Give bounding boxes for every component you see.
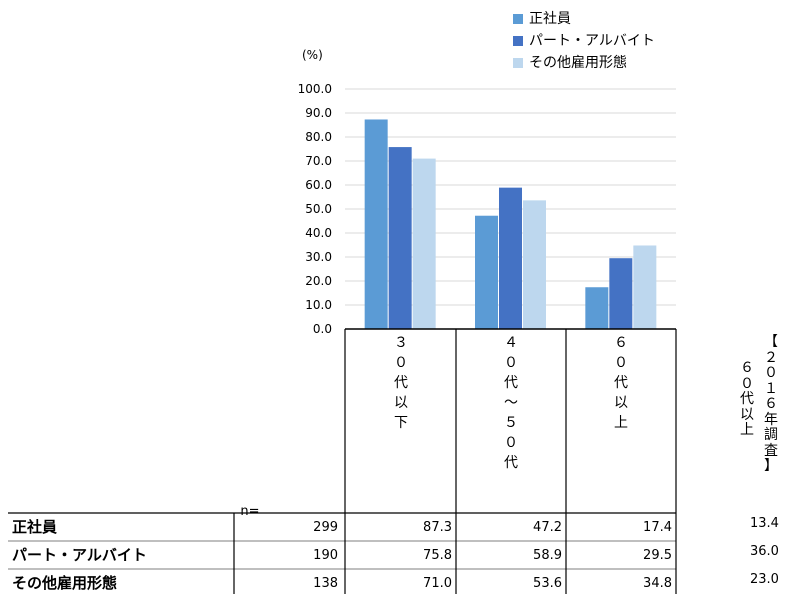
vertical-char: 【 <box>764 334 778 350</box>
vertical-char: １ <box>764 380 778 397</box>
vertical-char: ０ <box>740 375 754 392</box>
y-tick-label: 0.0 <box>313 322 332 336</box>
vertical-char: 】 <box>764 458 778 474</box>
x-category-label: 以 <box>394 395 408 411</box>
legend-swatch-other <box>513 58 523 68</box>
bar <box>585 287 609 329</box>
table-cell-value: 53.6 <box>533 576 562 591</box>
table-cell-value: 87.3 <box>423 520 452 535</box>
table-cell-value: 34.8 <box>643 576 672 591</box>
survey-2016-value: 36.0 <box>750 544 779 559</box>
table-cell-value: 58.9 <box>533 548 562 563</box>
vertical-char: 以 <box>740 406 754 423</box>
table-cell-value: 29.5 <box>643 548 672 563</box>
legend-label-part: パート・アルバイト <box>529 33 655 49</box>
x-category-label: ～ <box>504 395 518 411</box>
bar <box>523 200 546 329</box>
bar <box>499 187 522 329</box>
x-category-label: ０ <box>394 355 408 371</box>
x-category-label: 上 <box>614 415 628 431</box>
survey-2016-value: 13.4 <box>750 516 779 531</box>
bar <box>388 147 412 329</box>
y-tick-label: 80.0 <box>305 130 332 144</box>
table-row-label: その他雇用形態 <box>12 574 118 592</box>
x-category-label: 代 <box>504 375 518 391</box>
bar <box>364 119 388 329</box>
x-category-label: 代 <box>614 375 628 391</box>
survey-2016-header: 【２ ０ １ ６ 年調査】 <box>763 335 779 475</box>
bar <box>475 215 498 329</box>
table-cell-n: 138 <box>313 576 338 591</box>
legend-swatch-seishain <box>513 14 523 24</box>
x-category-label: 以 <box>614 395 628 411</box>
table-cell-n: 299 <box>313 520 338 535</box>
n-header: n= <box>240 504 260 519</box>
vertical-char: 代 <box>740 391 754 407</box>
x-category-label: ６ <box>614 335 628 351</box>
x-category-label: 代 <box>504 455 518 471</box>
table-cell-value: 75.8 <box>423 548 452 563</box>
x-category-label: 下 <box>394 415 408 431</box>
table-row-label: パート・アルバイト <box>12 546 147 564</box>
vertical-char: 調 <box>764 427 778 443</box>
bar <box>633 245 657 329</box>
vertical-char: ６ <box>764 396 778 412</box>
y-tick-label: 20.0 <box>305 274 332 288</box>
y-tick-label: 100.0 <box>298 82 332 96</box>
x-category-label: 代 <box>394 375 408 391</box>
vertical-char: ２ <box>764 349 778 366</box>
y-tick-label: 10.0 <box>305 298 332 312</box>
y-tick-label: 30.0 <box>305 250 332 264</box>
x-category-label: ０ <box>504 355 518 371</box>
vertical-char: 上 <box>740 422 754 438</box>
table-cell-value: 47.2 <box>533 520 562 535</box>
table-cell-value: 17.4 <box>643 520 672 535</box>
vertical-char: ０ <box>764 365 778 381</box>
x-category-label: ５ <box>504 415 518 431</box>
unit-label: (%) <box>302 48 323 62</box>
y-tick-label: 60.0 <box>305 178 332 192</box>
legend-swatch-part <box>513 36 523 46</box>
survey-2016-value: 23.0 <box>750 572 779 587</box>
bar <box>609 258 633 329</box>
y-tick-label: 50.0 <box>305 202 332 216</box>
legend-item-other: その他雇用形態 <box>513 52 655 74</box>
y-tick-label: 90.0 <box>305 106 332 120</box>
y-tick-label: 70.0 <box>305 154 332 168</box>
y-tick-label: 40.0 <box>305 226 332 240</box>
table-cell-value: 71.0 <box>423 576 452 591</box>
vertical-char: 査 <box>764 442 778 459</box>
legend: 正社員 パート・アルバイト その他雇用形態 <box>513 8 655 74</box>
vertical-char: 年 <box>764 411 778 428</box>
legend-label-seishain: 正社員 <box>529 11 571 27</box>
table-cell-n: 190 <box>313 548 338 563</box>
x-category-label: ４ <box>504 335 518 351</box>
x-category-label: ３ <box>394 335 408 351</box>
table-row-label: 正社員 <box>12 518 58 536</box>
legend-label-other: その他雇用形態 <box>529 55 627 71</box>
vertical-char: ６ <box>740 360 754 376</box>
legend-item-seishain: 正社員 <box>513 8 655 30</box>
x-category-label: ０ <box>504 435 518 451</box>
legend-item-part: パート・アルバイト <box>513 30 655 52</box>
bar <box>412 158 436 329</box>
x-category-label: ０ <box>614 355 628 371</box>
